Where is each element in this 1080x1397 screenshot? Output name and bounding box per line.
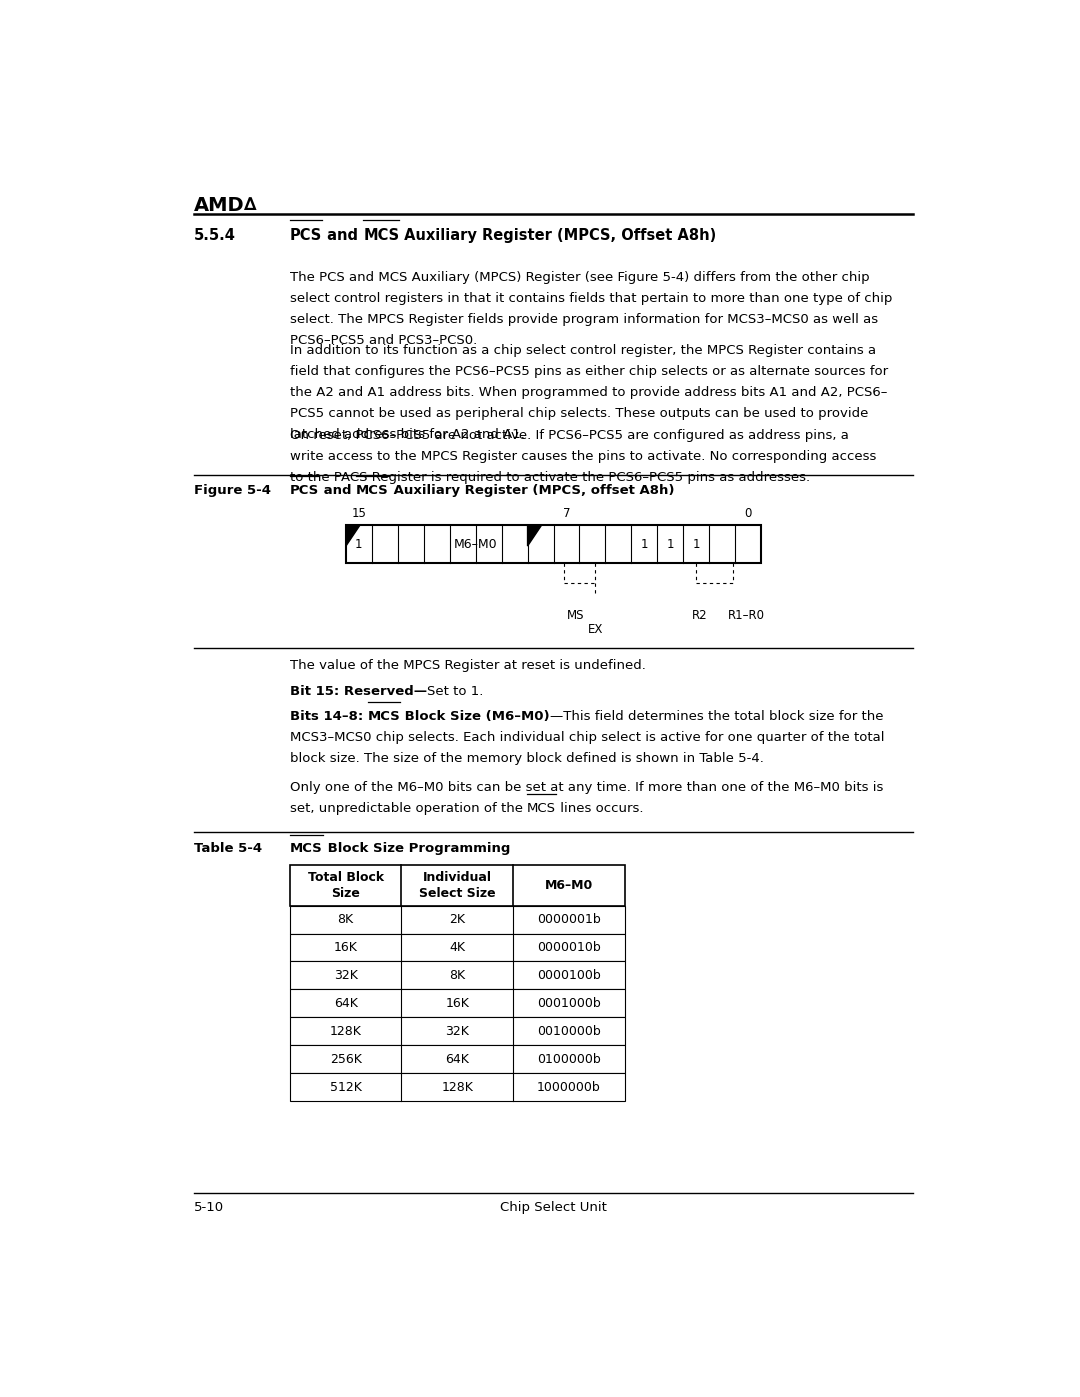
Text: MCS: MCS [363,228,400,243]
Text: The value of the MPCS Register at reset is undefined.: The value of the MPCS Register at reset … [289,659,646,672]
Bar [289,865,624,905]
Text: 7: 7 [563,507,570,521]
Text: The PCS and MCS Auxiliary (MPCS) Register (see Figure 5-4) differs from the othe: The PCS and MCS Auxiliary (MPCS) Registe… [289,271,869,284]
Text: 0100000b: 0100000b [537,1053,600,1066]
Text: 2K: 2K [449,914,465,926]
Text: 8K: 8K [338,914,354,926]
Bar [346,525,761,563]
Text: M6–M0: M6–M0 [454,538,498,550]
Bar [289,1073,624,1101]
Text: Block Size Programming: Block Size Programming [323,842,510,855]
Text: Only one of the M6–M0 bits can be set at any time. If more than one of the M6–M0: Only one of the M6–M0 bits can be set at… [289,781,883,793]
Text: MCS: MCS [527,802,556,814]
Text: 64K: 64K [334,997,357,1010]
Text: 128K: 128K [329,1025,362,1038]
Bar [289,1045,624,1073]
Text: —This field determines the total block size for the: —This field determines the total block s… [550,710,883,722]
Text: 512K: 512K [329,1081,362,1094]
Text: 16K: 16K [334,942,357,954]
Text: select. The MPCS Register fields provide program information for MCS3–MCS0 as we: select. The MPCS Register fields provide… [289,313,878,326]
Text: 0000100b: 0000100b [537,970,600,982]
Bar [289,1017,624,1045]
Text: Block Size (M6–M0): Block Size (M6–M0) [401,710,550,722]
Text: field that configures the PCS6–PCS5 pins as either chip selects or as alternate : field that configures the PCS6–PCS5 pins… [289,365,888,379]
Text: MCS: MCS [367,710,401,722]
Text: R1–R0: R1–R0 [728,609,766,622]
Text: Figure 5-4: Figure 5-4 [193,483,271,497]
Text: 1: 1 [692,538,700,550]
Text: 0000001b: 0000001b [537,914,600,926]
Text: Auxiliary Register (MPCS, Offset A8h): Auxiliary Register (MPCS, Offset A8h) [400,228,717,243]
Text: select control registers in that it contains fields that pertain to more than on: select control registers in that it cont… [289,292,892,305]
Text: AMD: AMD [193,196,244,215]
Text: the A2 and A1 address bits. When programmed to provide address bits A1 and A2, P: the A2 and A1 address bits. When program… [289,386,888,400]
Text: 0001000b: 0001000b [537,997,600,1010]
Text: and: and [322,228,363,243]
Text: M6–M0: M6–M0 [544,879,593,891]
Text: 32K: 32K [334,970,357,982]
Text: Table 5-4: Table 5-4 [193,842,261,855]
Text: 1: 1 [640,538,648,550]
Text: to the PACS Register is required to activate the PCS6–PCS5 pins as addresses.: to the PACS Register is required to acti… [289,471,810,483]
Text: PCS6–PCS5 and PCS3–PCS0.: PCS6–PCS5 and PCS3–PCS0. [289,334,477,346]
Text: 8K: 8K [449,970,465,982]
Text: and: and [319,483,356,497]
Text: 15: 15 [351,507,366,521]
Text: 64K: 64K [445,1053,469,1066]
Text: 1000000b: 1000000b [537,1081,600,1094]
Text: MCS: MCS [289,842,323,855]
Text: Bit 15: Reserved—: Bit 15: Reserved— [289,685,427,698]
Text: ∆: ∆ [244,196,257,214]
Text: 4K: 4K [449,942,465,954]
Bar [289,989,624,1017]
Text: PCS: PCS [289,228,322,243]
Text: Individual
Select Size: Individual Select Size [419,870,496,900]
Text: lines occurs.: lines occurs. [556,802,644,814]
Text: PCS5 cannot be used as peripheral chip selects. These outputs can be used to pro: PCS5 cannot be used as peripheral chip s… [289,407,868,420]
Polygon shape [527,525,542,546]
Text: 1: 1 [666,538,674,550]
Text: MCS3–MCS0 chip selects. Each individual chip select is active for one quarter of: MCS3–MCS0 chip selects. Each individual … [289,731,885,743]
Text: 256K: 256K [329,1053,362,1066]
Text: Bits 14–8:: Bits 14–8: [289,710,367,722]
Text: Set to 1.: Set to 1. [427,685,484,698]
Text: set, unpredictable operation of the: set, unpredictable operation of the [289,802,527,814]
Bar [289,933,624,961]
Text: 5-10: 5-10 [193,1201,224,1214]
Text: write access to the MPCS Register causes the pins to activate. No corresponding : write access to the MPCS Register causes… [289,450,876,462]
Text: EX: EX [589,623,604,636]
Text: latched address bits for A2 and A1.: latched address bits for A2 and A1. [289,427,525,441]
Bar [289,961,624,989]
Text: MCS: MCS [356,483,389,497]
Text: On reset, PCS6–PCS5 are not active. If PCS6–PCS5 are configured as address pins,: On reset, PCS6–PCS5 are not active. If P… [289,429,849,441]
Text: Chip Select Unit: Chip Select Unit [500,1201,607,1214]
Text: 0: 0 [744,507,752,521]
Text: 1: 1 [355,538,363,550]
Bar [289,905,624,933]
Text: Total Block
Size: Total Block Size [308,870,383,900]
Text: MS: MS [566,609,584,622]
Text: R2: R2 [692,609,707,622]
Text: 16K: 16K [445,997,469,1010]
Text: 0000010b: 0000010b [537,942,600,954]
Text: PCS: PCS [289,483,319,497]
Text: 32K: 32K [445,1025,469,1038]
Polygon shape [346,525,361,546]
Text: Auxiliary Register (MPCS, offset A8h): Auxiliary Register (MPCS, offset A8h) [389,483,675,497]
Text: In addition to its function as a chip select control register, the MPCS Register: In addition to its function as a chip se… [289,344,876,358]
Text: 0010000b: 0010000b [537,1025,600,1038]
Text: 128K: 128K [442,1081,473,1094]
Text: 5.5.4: 5.5.4 [193,228,235,243]
Text: block size. The size of the memory block defined is shown in Table 5-4.: block size. The size of the memory block… [289,752,764,764]
